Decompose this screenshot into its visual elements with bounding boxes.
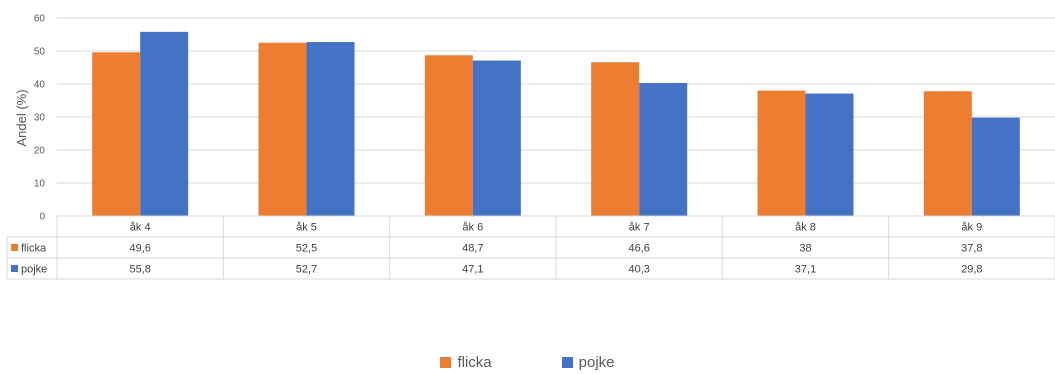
y-tick-label: 0 xyxy=(39,212,45,223)
x-tick-label: åk 6 xyxy=(462,222,483,234)
x-tick-label: åk 4 xyxy=(130,222,151,234)
x-tick-label: åk 7 xyxy=(629,222,650,234)
bar-flicka-8 xyxy=(757,90,806,216)
y-tick-label: 50 xyxy=(34,47,46,58)
bar-flicka-6 xyxy=(424,55,473,216)
x-tick-label: åk 8 xyxy=(795,222,816,234)
y-tick-label: 40 xyxy=(34,80,46,91)
y-axis-title: Andel (%) xyxy=(14,89,29,146)
bar-flicka-4 xyxy=(92,52,141,216)
x-tick-label: åk 5 xyxy=(296,222,317,234)
table-cell-flicka: 48,7 xyxy=(462,243,483,255)
y-axis-ticks: 0 10 20 30 40 50 60 xyxy=(34,14,46,223)
y-tick-label: 60 xyxy=(34,14,46,25)
table-cell-pojke: 40,3 xyxy=(628,264,649,276)
table-cell-pojke: 47,1 xyxy=(462,264,483,276)
gridlines xyxy=(57,17,1055,217)
table-cell-pojke: 29,8 xyxy=(961,264,982,276)
bar-pojke-4 xyxy=(140,31,189,216)
table-cell-pojke: 37,1 xyxy=(795,264,816,276)
table-legend-key-flicka xyxy=(11,244,18,251)
data-table: åk 4 åk 5 åk 6 åk 7 åk 8 åk 9 flicka 49,6 52,5 48… xyxy=(6,215,1055,280)
bar-pojke-6 xyxy=(472,60,521,216)
bar-pojke-9 xyxy=(971,117,1020,216)
bar-pojke-7 xyxy=(639,83,688,216)
legend-label-pojke: pojke xyxy=(578,353,615,371)
table-row-label-flicka: flicka xyxy=(21,243,47,255)
y-tick-label: 20 xyxy=(34,146,46,157)
bar-chart: 0 10 20 30 40 50 60 Andel (%) åk 4 åk 5 åk 6 åk 7… xyxy=(6,14,1055,280)
bar-flicka-5 xyxy=(258,42,307,216)
legend-swatch-pojke xyxy=(561,356,573,368)
table-legend-key-pojke xyxy=(11,265,18,272)
bars xyxy=(92,31,1020,217)
table-cell-pojke: 55,8 xyxy=(129,264,150,276)
bar-flicka-7 xyxy=(591,62,640,216)
bar-flicka-9 xyxy=(923,91,972,216)
table-cell-flicka: 38 xyxy=(799,243,811,255)
table-cell-flicka: 52,5 xyxy=(296,243,317,255)
table-cell-pojke: 52,7 xyxy=(296,264,317,276)
legend-swatch-flicka xyxy=(440,356,452,368)
x-tick-label: åk 9 xyxy=(961,222,982,234)
table-row-label-pojke: pojke xyxy=(21,264,47,276)
legend-item-flicka: flicka xyxy=(440,353,492,371)
table-cell-flicka: 46,6 xyxy=(628,243,649,255)
legend: flicka pojke xyxy=(0,352,1055,372)
bar-pojke-5 xyxy=(306,42,355,217)
table-cell-flicka: 49,6 xyxy=(129,243,150,255)
table-cell-flicka: 37,8 xyxy=(961,243,982,255)
legend-item-pojke: pojke xyxy=(561,353,615,371)
y-tick-label: 30 xyxy=(34,113,46,124)
bar-pojke-8 xyxy=(805,93,854,216)
y-tick-label: 10 xyxy=(34,179,46,190)
legend-label-flicka: flicka xyxy=(457,353,492,371)
